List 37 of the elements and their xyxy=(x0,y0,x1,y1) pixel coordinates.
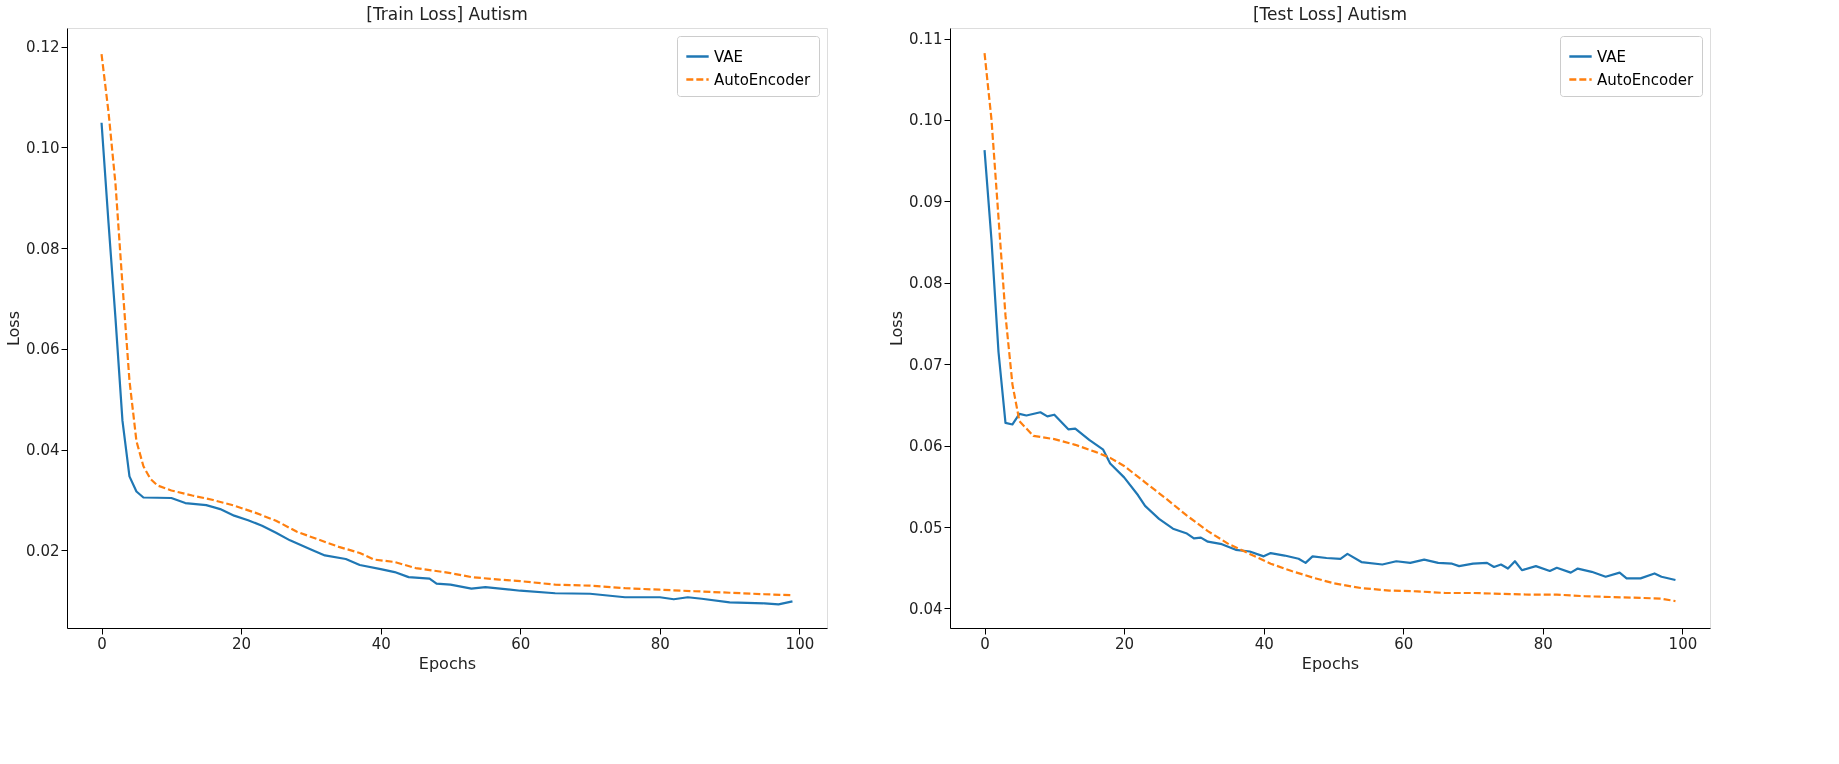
y-tick-label: 0.02 xyxy=(26,541,60,560)
x-tick-label: 20 xyxy=(1115,634,1135,653)
x-tick-label: 0 xyxy=(97,634,107,653)
x-tick-label: 20 xyxy=(232,634,252,653)
legend-label: VAE xyxy=(714,47,744,66)
x-tick-label: 60 xyxy=(511,634,531,653)
x-tick-label: 40 xyxy=(371,634,391,653)
y-tick-label: 0.11 xyxy=(909,30,943,49)
y-tick-label: 0.06 xyxy=(26,340,60,359)
chart-title: [Test Loss] Autism xyxy=(1252,4,1408,24)
line-series xyxy=(983,149,1677,582)
chart-title: [Train Loss] Autism xyxy=(366,4,528,24)
x-tick-label: 100 xyxy=(785,634,815,653)
y-tick-label: 0.07 xyxy=(909,355,943,374)
y-tick-label: 0.09 xyxy=(909,192,943,211)
y-axis-title: Loss xyxy=(4,310,24,347)
y-tick-label: 0.06 xyxy=(909,437,943,456)
x-tick-label: 100 xyxy=(1668,634,1698,653)
y-tick-label: 0.04 xyxy=(909,599,943,618)
y-tick-label: 0.04 xyxy=(26,441,60,460)
x-tick-label: 80 xyxy=(1533,634,1553,653)
y-tick-label: 0.10 xyxy=(909,111,943,130)
y-tick-label: 0.05 xyxy=(909,518,943,537)
y-tick-label: 0.08 xyxy=(909,274,943,293)
x-axis-title: Epochs xyxy=(1301,653,1360,673)
legend-label: AutoEncoder xyxy=(714,70,811,89)
x-tick-label: 80 xyxy=(650,634,670,653)
x-tick-label: 60 xyxy=(1394,634,1414,653)
x-axis-title: Epochs xyxy=(418,653,477,673)
x-tick-label: 40 xyxy=(1254,634,1274,653)
y-tick-label: 0.08 xyxy=(26,239,60,258)
y-axis-title: Loss xyxy=(887,310,907,347)
legend-label: AutoEncoder xyxy=(1597,70,1694,89)
x-tick-label: 0 xyxy=(980,634,990,653)
y-tick-label: 0.10 xyxy=(26,138,60,157)
y-tick-label: 0.12 xyxy=(26,38,60,57)
legend-label: VAE xyxy=(1597,47,1627,66)
